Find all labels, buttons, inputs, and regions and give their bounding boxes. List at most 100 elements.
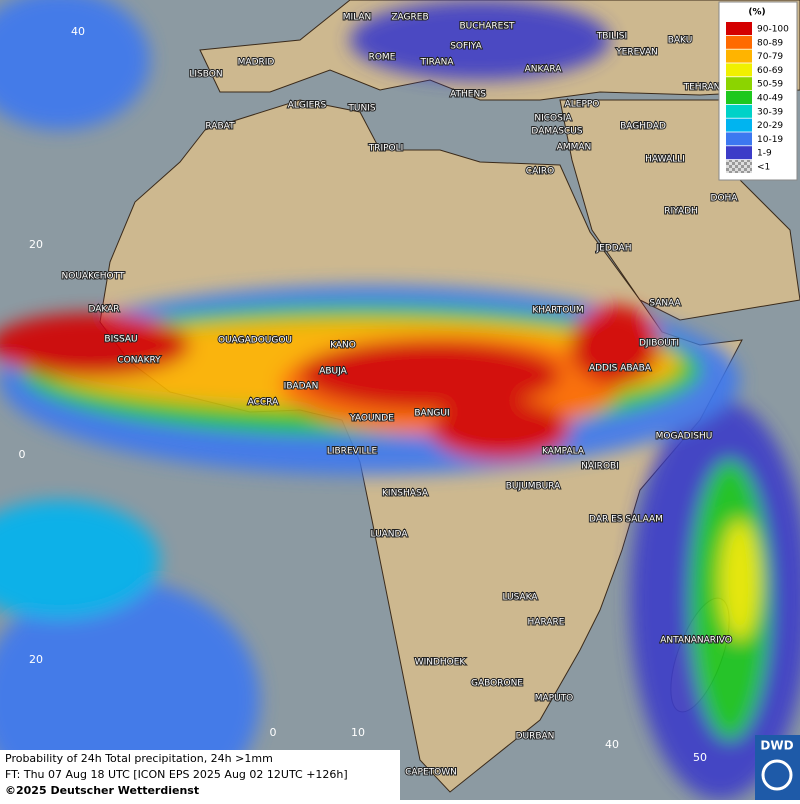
legend-swatch [726,91,752,104]
city-label: JEDDAH [596,244,632,254]
legend-label: 20-29 [757,121,783,131]
city-label: SOFIYA [450,42,482,52]
city-label: LISBON [189,70,222,80]
city-label: BANGUI [414,409,449,419]
grid-label: 0 [270,726,277,739]
city-label: DOHA [711,194,739,204]
city-label: NOUAKCHOTT [62,272,125,282]
grid-labels: 40 20 0 20 0 10 40 50 [19,25,708,764]
city-label: BUCHAREST [459,22,515,32]
legend-swatch [726,146,752,160]
legend-items: 90-100 80-89 70-79 60-69 50-59 40-49 30-39 20-2… [726,22,789,173]
city-label: OUAGADOUGOU [218,336,292,346]
grid-label: 40 [71,25,85,38]
city-label: ZAGREB [391,13,428,23]
grid-label: 20 [29,238,43,251]
city-label: HAWALLI [645,155,685,165]
city-label: DAKAR [88,305,119,315]
city-label: AMMAN [557,143,592,153]
grid-label: 50 [693,751,707,764]
city-label: ACCRA [248,398,279,408]
grid-label: 10 [351,726,365,739]
city-label: RIYADH [664,207,698,217]
logo-text: DWD [760,739,793,753]
city-label: MADRID [238,58,275,68]
legend-label: 70-79 [757,52,783,62]
legend-label: <1 [757,163,770,173]
city-label: HARARE [528,618,565,628]
city-label: MILAN [343,13,372,23]
legend-swatch [726,104,752,118]
footer-title: Probability of 24h Total precipitation, … [5,752,273,765]
city-label: IBADAN [284,382,319,392]
city-label: LIBREVILLE [327,447,378,457]
city-label: ALEPPO [565,100,600,110]
city-label: MOGADISHU [656,432,713,442]
city-label: ALGIERS [288,101,327,111]
logo-icon [761,759,793,791]
city-label: ROME [369,53,396,63]
city-label: BAKU [668,36,693,46]
legend-label: 80-89 [757,38,783,48]
legend-swatch [726,49,752,63]
city-label: DURBAN [516,732,555,742]
city-label: MAPUTO [535,694,574,704]
legend-swatch [726,22,752,35]
footer-forecast: FT: Thu 07 Aug 18 UTC [ICON EPS 2025 Aug… [5,768,348,781]
city-label: ANKARA [525,65,563,75]
legend: (%) 90-100 80-89 70-79 60-69 50-59 40-49 30-39… [718,1,798,181]
city-label: BAGHDAD [620,122,666,132]
grid-label: 40 [605,738,619,751]
legend-swatch [726,118,752,132]
city-label: KAMPALA [542,447,585,457]
legend-label: 1-9 [757,149,772,159]
city-label: ATHENS [450,90,486,100]
city-label: RABAT [205,122,235,132]
city-label: KANO [330,341,356,351]
city-label: KHARTOUM [532,306,583,316]
city-label: YAOUNDE [349,414,394,424]
city-label: BISSAU [104,335,137,345]
city-label: TEHRAN [683,83,721,93]
city-label: ABUJA [319,367,347,377]
legend-swatch [726,63,752,77]
city-label: TBILISI [596,32,627,42]
legend-title: (%) [748,8,765,18]
city-label: KINSHASA [382,489,429,499]
city-label: TIRANA [419,58,454,68]
city-label: TRIPOLI [368,144,404,154]
legend-label: 30-39 [757,107,783,117]
city-label: GABORONE [471,679,523,689]
grid-label: 20 [29,653,43,666]
legend-swatch [726,35,752,49]
legend-label: 90-100 [757,25,789,35]
city-label: LUSAKA [502,593,538,603]
city-label: DAMASCUS [531,127,582,137]
city-label: SANAA [649,299,681,309]
city-label: LUANDA [371,530,409,540]
city-label: WINDHOEK [415,658,467,668]
legend-label: 50-59 [757,80,783,90]
legend-label: 60-69 [757,66,783,76]
city-label: CAIRO [526,167,554,177]
city-label: TUNIS [347,104,375,114]
city-label: CONAKRY [117,356,161,366]
footer-box [0,750,400,800]
city-label: NICOSIA [534,114,572,124]
city-label: YEREVAN [615,48,658,58]
legend-label: 40-49 [757,94,783,104]
legend-label: 10-19 [757,135,783,145]
city-label: NAIROBI [581,462,619,472]
grid-label: 0 [19,448,26,461]
city-label: ADDIS ABABA [589,364,652,374]
legend-swatch [726,160,752,173]
city-label: DJIBOUTI [639,339,679,349]
city-labels: MILAN ZAGREB BUCHAREST TBILISI BAKU MADRID ROM… [61,12,740,779]
legend-swatch [726,77,752,91]
city-label: DAR ES SALAAM [589,515,663,525]
city-label: BUJUMBURA [506,482,561,492]
city-label: ANTANANARIVO [660,636,732,646]
footer-copyright: ©2025 Deutscher Wetterdienst [5,784,199,797]
